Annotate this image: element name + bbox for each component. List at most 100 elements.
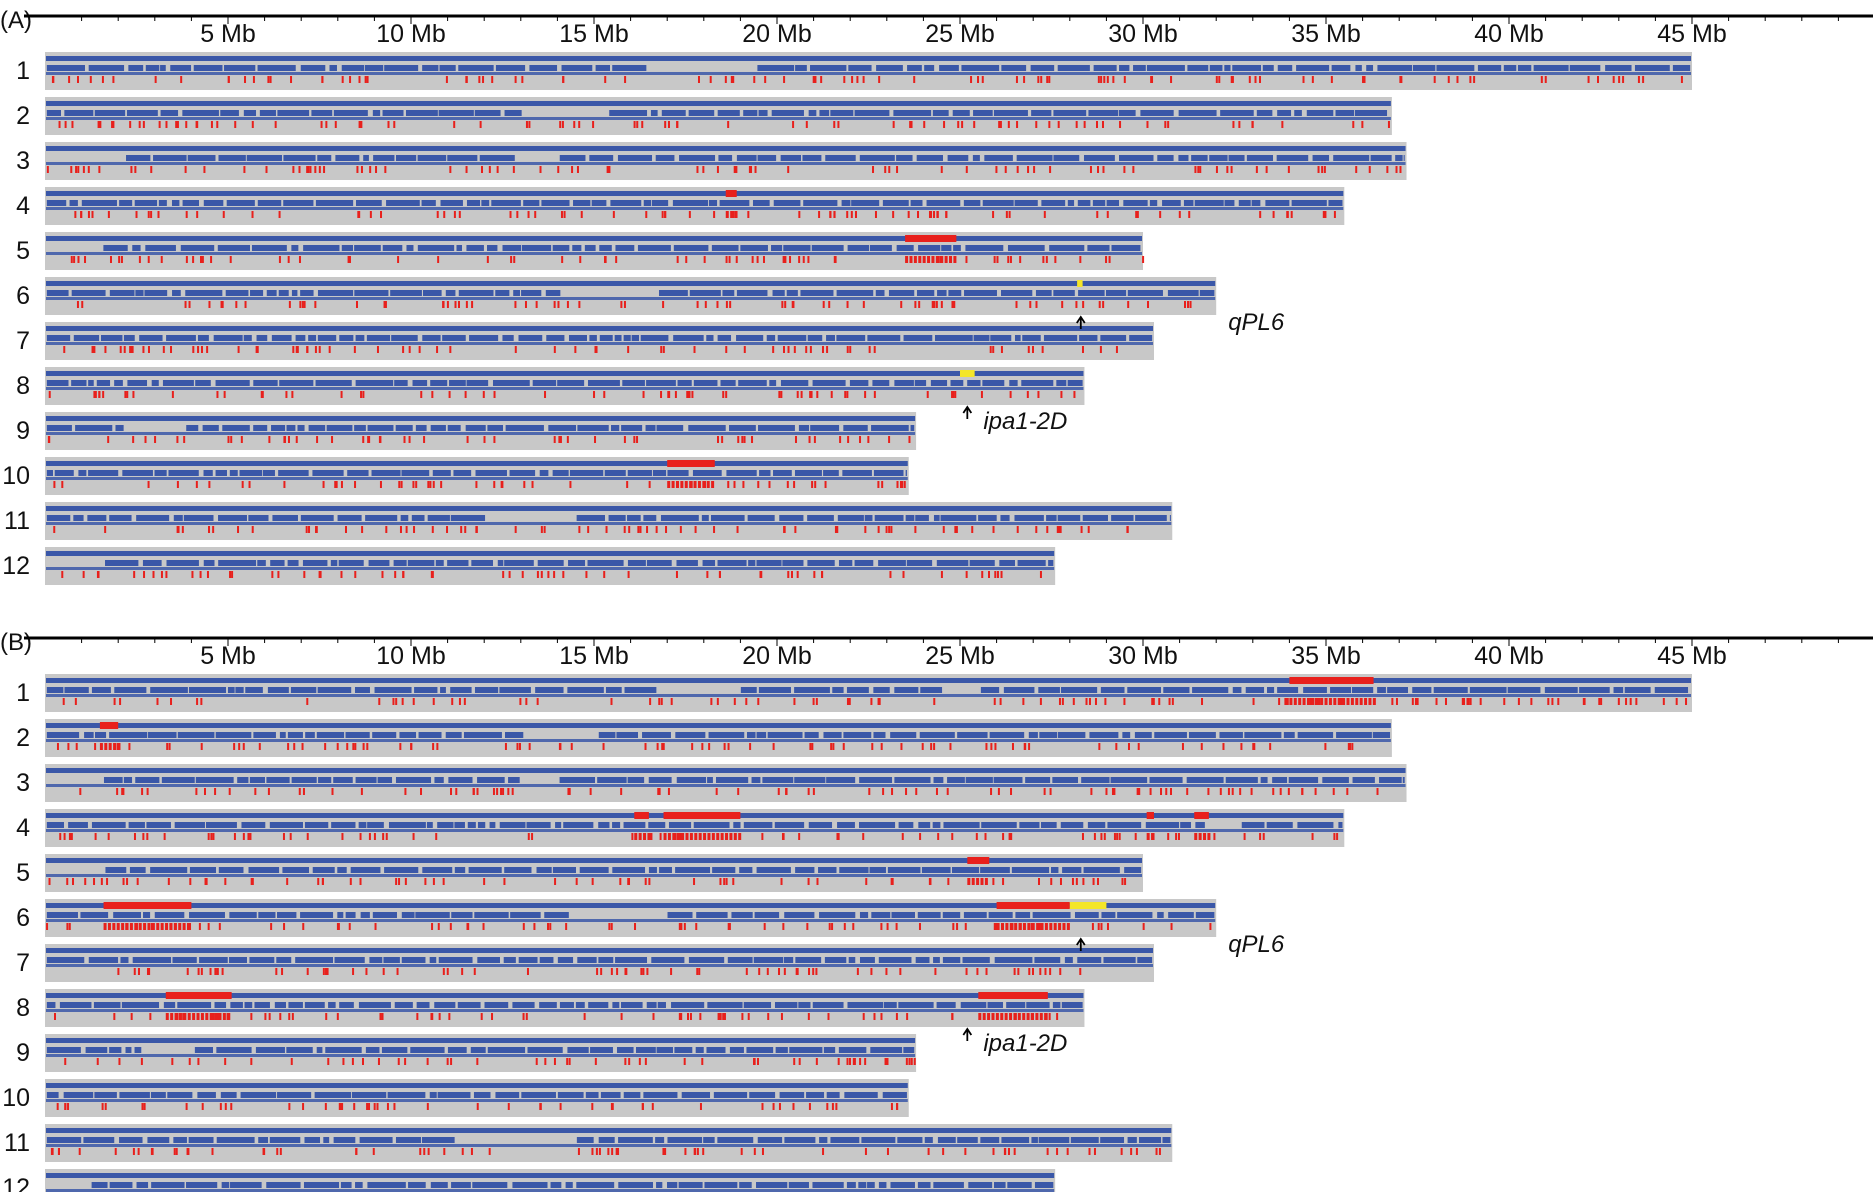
marker-subtrack [46, 829, 1344, 832]
snp-ticks [62, 698, 1688, 705]
introgression-segment [165, 992, 232, 999]
snp-ticks [53, 526, 1129, 533]
chromosome-label: 4 [16, 192, 30, 220]
introgression-segment [663, 812, 741, 819]
marker-track-top [46, 56, 1691, 61]
marker-subtrack [46, 72, 1691, 75]
chromosome-4: 4 [16, 809, 1345, 847]
marker-track-top [46, 1038, 916, 1043]
chromosome-5: 5 [16, 232, 1145, 270]
snp-ticks [117, 968, 1082, 975]
chromosome-2: 2 [16, 719, 1392, 757]
chromosome-10: 10 [2, 457, 909, 495]
tick-label: 15 Mb [559, 642, 628, 670]
marker-track-bottom [105, 867, 1142, 873]
chromosome-label: 7 [16, 327, 30, 355]
locus-annotation-qpl6: qPL6 [1076, 931, 1285, 958]
tick-label: 25 Mb [925, 642, 994, 670]
chromosome-label: 10 [2, 1084, 30, 1112]
marker-track-top [46, 1173, 1055, 1178]
marker-track-bottom [46, 957, 1153, 963]
snp-ticks [56, 743, 1354, 750]
panel-b: (B) 5 Mb 10 Mb 15 Mb 20 Mb 25 Mb 30 Mb 35 Mb 40 … [0, 629, 1873, 1192]
introgression-snps [99, 743, 121, 750]
marker-subtrack [46, 1144, 1172, 1147]
chromosome-label: 6 [16, 282, 30, 310]
snp-ticks [46, 166, 1402, 173]
marker-track-bottom [103, 245, 1141, 251]
introgression-snps [1289, 698, 1376, 705]
marker-subtrack [46, 1054, 916, 1057]
tick-label: 5 Mb [200, 20, 256, 48]
locus-annotation-ipa1-2d: ipa1-2D [962, 405, 1067, 435]
arrow-head-icon [962, 405, 973, 414]
introgression-segment [996, 902, 1070, 909]
marker-track-bottom [46, 1137, 1171, 1143]
marker-track-bottom [46, 470, 907, 476]
marker-track-bottom [46, 380, 1083, 386]
chromosome-label: 11 [4, 1129, 30, 1157]
marker-track-top [46, 551, 1055, 556]
snp-ticks [58, 121, 1390, 128]
marker-track-bottom [46, 912, 1215, 918]
chromosome-2: 2 [16, 97, 1392, 135]
snp-ticks [51, 76, 1683, 83]
introgression-segment [967, 857, 990, 864]
tick-label: 35 Mb [1291, 20, 1360, 48]
chromosome-label: 1 [16, 57, 30, 85]
tick-label: 25 Mb [925, 20, 994, 48]
snp-ticks [76, 301, 1192, 308]
marker-subtrack [46, 207, 1344, 210]
chromosome-6: 6 [16, 277, 1217, 315]
tick-label: 20 Mb [742, 20, 811, 48]
tick-label: 35 Mb [1291, 642, 1360, 670]
chromosome-5: 5 [16, 854, 1143, 892]
marker-track-top [46, 236, 1142, 241]
chromosome-label: 6 [16, 904, 30, 932]
snp-ticks [63, 346, 1118, 353]
tick-label: 45 Mb [1657, 20, 1726, 48]
marker-subtrack [46, 297, 1216, 300]
marker-subtrack [46, 117, 1391, 120]
marker-track-bottom [46, 1002, 1083, 1008]
snp-ticks [47, 436, 911, 443]
introgression-segment [725, 190, 737, 197]
marker-subtrack [46, 567, 1055, 570]
marker-track-bottom [103, 777, 1405, 783]
marker-track-top [46, 948, 1153, 953]
snp-ticks [79, 788, 1379, 795]
tick-label: 40 Mb [1474, 642, 1543, 670]
marker-track-top [46, 768, 1406, 773]
introgression-snps [634, 833, 651, 840]
marker-track-top [46, 281, 1216, 286]
marker-track-top [46, 101, 1391, 106]
marker-track-top [46, 326, 1153, 331]
chromosome-7: 7 [16, 322, 1154, 360]
introgression-segment [1146, 812, 1154, 819]
marker-subtrack [46, 694, 1691, 697]
marker-track-bottom [46, 200, 1343, 206]
chromosome-3: 3 [16, 142, 1407, 180]
introgression-snps [165, 1013, 231, 1020]
tick-label: 40 Mb [1474, 20, 1543, 48]
chromosome-12: 12 [2, 1169, 1056, 1192]
marker-track-top [46, 371, 1084, 376]
locus-annotation-qpl6: qPL6 [1076, 309, 1285, 336]
snp-ticks [48, 391, 1076, 398]
marker-track-top [46, 723, 1391, 728]
target-locus-segment [1077, 280, 1083, 287]
snp-ticks [74, 211, 1336, 218]
introgression-snps [905, 256, 957, 263]
chromosome-11: 11 [4, 1124, 1173, 1162]
marker-track-bottom [46, 425, 915, 431]
chromosome-label: 3 [16, 147, 30, 175]
locus-label: ipa1-2D [983, 408, 1067, 435]
marker-subtrack [46, 784, 1406, 787]
introgression-snps [103, 923, 191, 930]
chromosome-10: 10 [2, 1079, 909, 1117]
introgression-snps [1146, 833, 1155, 840]
introgression-segment [1289, 677, 1374, 684]
tick-label: 45 Mb [1657, 642, 1726, 670]
chromosome-7: 7 [16, 944, 1154, 982]
marker-subtrack [46, 477, 908, 480]
